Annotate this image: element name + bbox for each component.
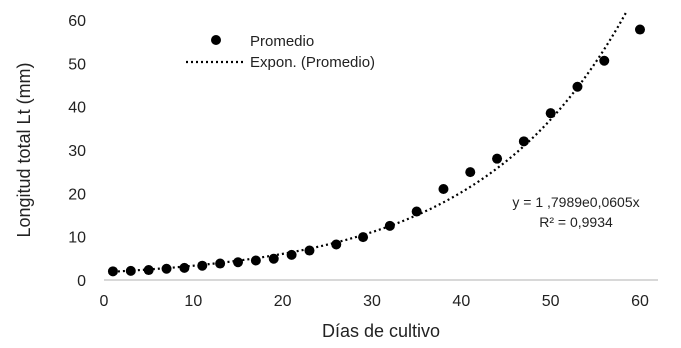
y-tick-label: 60 bbox=[68, 13, 86, 30]
y-tick-label: 40 bbox=[68, 100, 86, 117]
x-tick-label: 40 bbox=[452, 293, 470, 310]
data-point bbox=[286, 249, 297, 260]
data-point bbox=[268, 253, 279, 264]
data-point bbox=[384, 220, 395, 231]
y-axis-title: Longitud total Lt (mm) bbox=[14, 62, 34, 237]
x-tick-label: 10 bbox=[184, 293, 202, 310]
x-tick-label: 30 bbox=[363, 293, 381, 310]
x-tick-label: 50 bbox=[542, 293, 560, 310]
legend-label-promedio: Promedio bbox=[250, 33, 314, 50]
data-point bbox=[635, 24, 645, 35]
legend-marker-promedio bbox=[211, 35, 221, 45]
x-axis-title: Días de cultivo bbox=[322, 321, 440, 341]
data-point bbox=[545, 108, 556, 119]
data-point bbox=[215, 258, 226, 269]
data-point bbox=[107, 266, 118, 277]
x-tick-labels: 0 10 20 30 40 50 60 bbox=[100, 293, 649, 310]
y-tick-label: 50 bbox=[68, 56, 86, 73]
data-point bbox=[518, 136, 529, 147]
trendline-curve bbox=[112, 10, 628, 273]
trendline-annotation: y = 1 ,7989e0,0605x R² = 0,9934 bbox=[512, 194, 639, 230]
data-point bbox=[161, 263, 172, 274]
trendline-r-squared: R² = 0,9934 bbox=[539, 214, 613, 230]
data-point bbox=[411, 206, 422, 217]
data-point bbox=[465, 167, 476, 178]
data-point bbox=[197, 260, 208, 271]
data-point bbox=[304, 245, 315, 256]
x-tick-label: 20 bbox=[274, 293, 292, 310]
data-point bbox=[179, 262, 190, 273]
y-tick-label: 10 bbox=[68, 230, 86, 247]
data-point bbox=[331, 239, 342, 250]
legend: Promedio Expon. (Promedio) bbox=[186, 33, 375, 71]
data-point bbox=[599, 55, 610, 66]
data-point bbox=[125, 265, 136, 276]
y-tick-label: 20 bbox=[68, 186, 86, 203]
data-point bbox=[143, 265, 154, 276]
trendline-equation: y = 1 ,7989e0,0605x bbox=[512, 194, 639, 210]
data-point bbox=[358, 232, 369, 243]
x-tick-label: 60 bbox=[631, 293, 649, 310]
data-point bbox=[438, 184, 449, 194]
y-tick-label: 0 bbox=[77, 273, 86, 290]
data-point bbox=[572, 81, 583, 92]
data-point bbox=[492, 153, 503, 164]
data-points bbox=[107, 24, 645, 277]
y-tick-label: 30 bbox=[68, 143, 86, 160]
data-point bbox=[250, 255, 261, 266]
x-tick-label: 0 bbox=[100, 293, 109, 310]
y-tick-labels: 0 10 20 30 40 50 60 bbox=[68, 13, 86, 290]
legend-label-trendline: Expon. (Promedio) bbox=[250, 54, 375, 71]
data-point bbox=[233, 257, 243, 268]
